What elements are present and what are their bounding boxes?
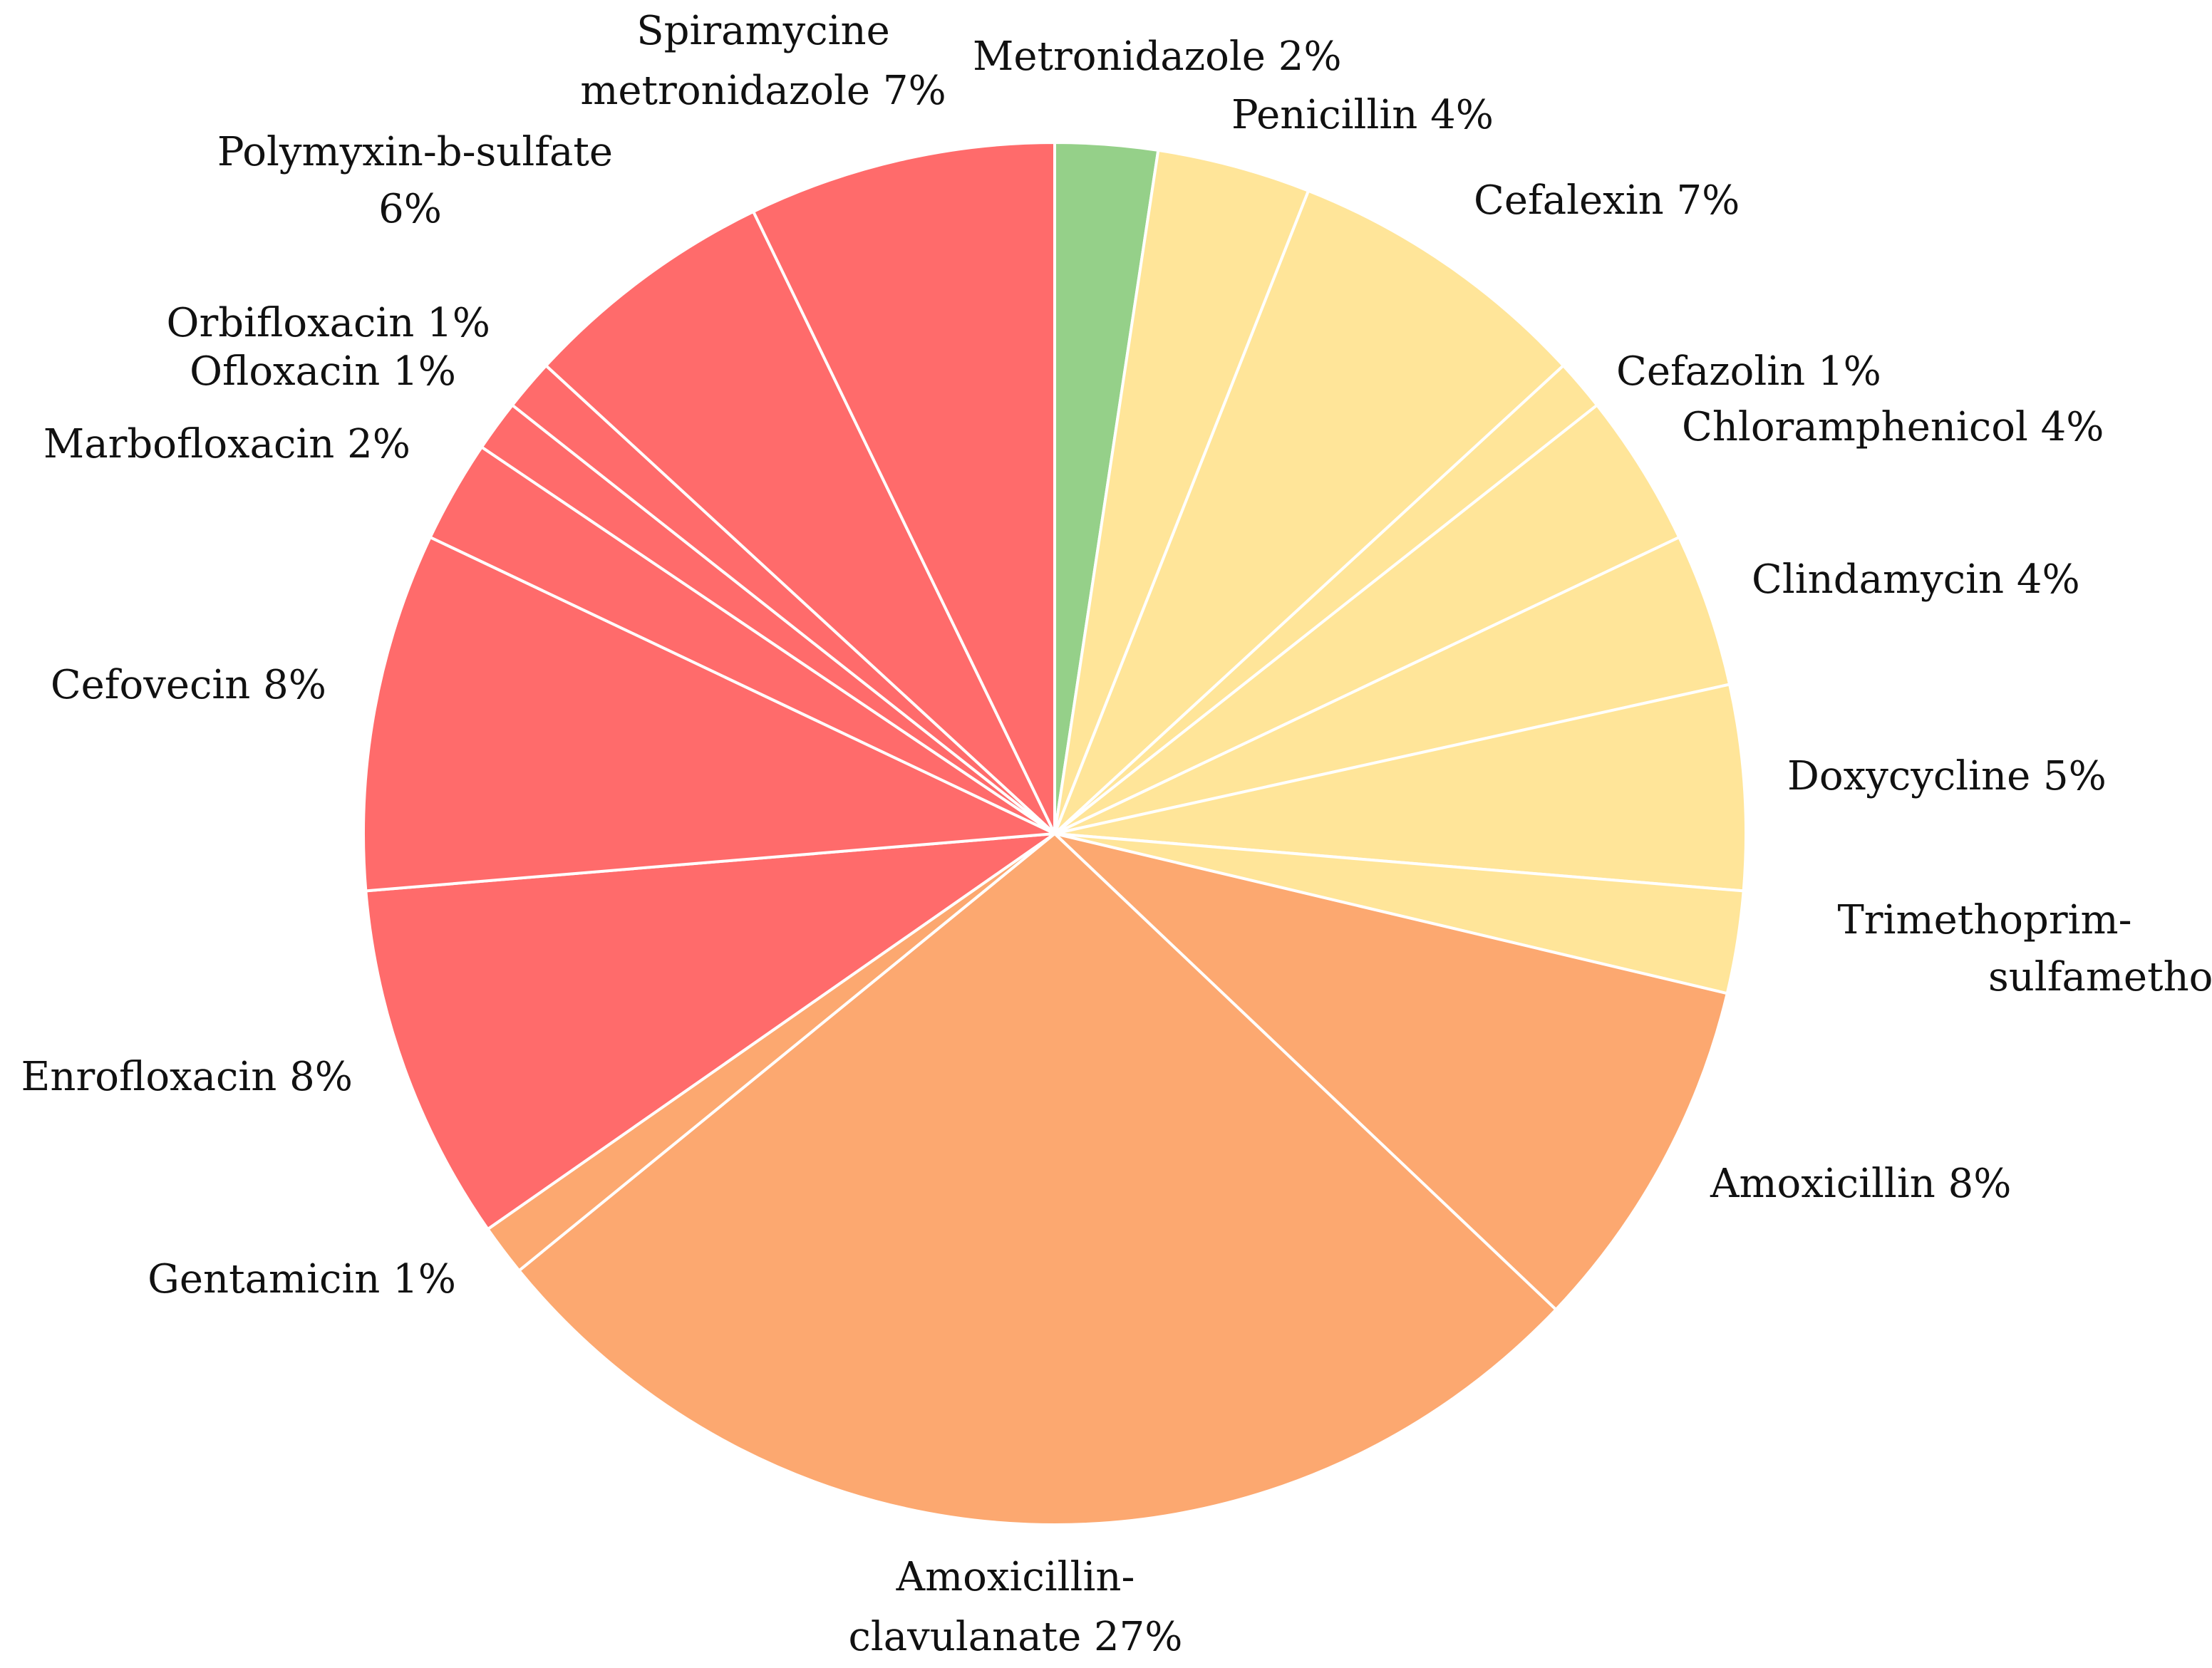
slice-label-doxycycline: Doxycycline 5% <box>1787 753 2107 799</box>
pie-slice-enrofloxacin <box>364 832 1056 1231</box>
slice-label-amoxicillin-clavulanate: Amoxicillin-clavulanate 27% <box>848 1554 1182 1660</box>
slice-label-spiramycine-metronidazole: Spiramycine metronidazole 7% <box>580 8 946 114</box>
slice-label-clindamycin: Clindamycin 4% <box>1752 556 2080 603</box>
slice-label-line: Polymyxin-b-sulfate <box>217 129 613 175</box>
slice-label-cefalexin: Cefalexin 7% <box>1474 177 1740 224</box>
slice-label-line: Amoxicillin- <box>896 1554 1135 1600</box>
slice-label-ofloxacin: Ofloxacin 1% <box>190 348 456 395</box>
pie-slice-spiramycine-metronidazole <box>752 141 1056 835</box>
slice-label-chloramphenicol: Chloramphenicol 4% <box>1682 404 2104 450</box>
slice-label-marbofloxacin: Marbofloxacin 2% <box>43 421 410 467</box>
pie-slice-cefovecin <box>362 536 1056 893</box>
slice-label-line: 6% <box>378 186 442 232</box>
slice-label-polymyxin-b-sulfate: Polymyxin-b-sulfate 6% <box>217 129 613 232</box>
slice-label-line: Spiramycine <box>636 8 890 54</box>
pie-slice-penicillin <box>1053 148 1311 835</box>
slice-label-cefazolin: Cefazolin 1% <box>1616 348 1881 395</box>
slice-label-line: sulfamethoxazole 2% <box>1988 954 2212 1000</box>
pie-slice-amoxicillin-clavulanate <box>517 832 1558 1526</box>
pie-labels: Metronidazole 2% Penicillin 4% Cefalexin 7… <box>21 8 2212 1660</box>
pie-slice-amoxicillin <box>1053 832 1729 1311</box>
pie-slice-doxycycline <box>1053 683 1747 893</box>
pie-slice-clindamycin <box>1053 536 1732 835</box>
slice-label-cefovecin: Cefovecin 8% <box>51 662 326 708</box>
slice-label-trimethoprim-sulfamethoxazole: Trimethoprim-sulfamethoxazole 2% <box>1837 897 2212 1000</box>
slice-label-line: clavulanate 27% <box>848 1614 1182 1660</box>
slice-label-orbifloxacin: Orbifloxacin 1% <box>167 300 490 346</box>
pie-slice-chloramphenicol <box>1053 403 1681 835</box>
slice-label-gentamicin: Gentamicin 1% <box>148 1256 456 1302</box>
slice-label-line: metronidazole 7% <box>580 68 946 114</box>
slice-label-amoxicillin: Amoxicillin 8% <box>1710 1161 2011 1207</box>
slice-label-metronidazole: Metronidazole 2% <box>973 33 1342 80</box>
pie-slice-polymyxin-b-sulfate <box>544 210 1056 835</box>
pie-slices <box>362 141 1747 1526</box>
pie-slice-cefalexin <box>1053 189 1565 835</box>
slice-label-line: Trimethoprim- <box>1837 897 2131 943</box>
slice-label-enrofloxacin: Enrofloxacin 8% <box>21 1054 353 1100</box>
slice-label-penicillin: Penicillin 4% <box>1231 92 1494 138</box>
